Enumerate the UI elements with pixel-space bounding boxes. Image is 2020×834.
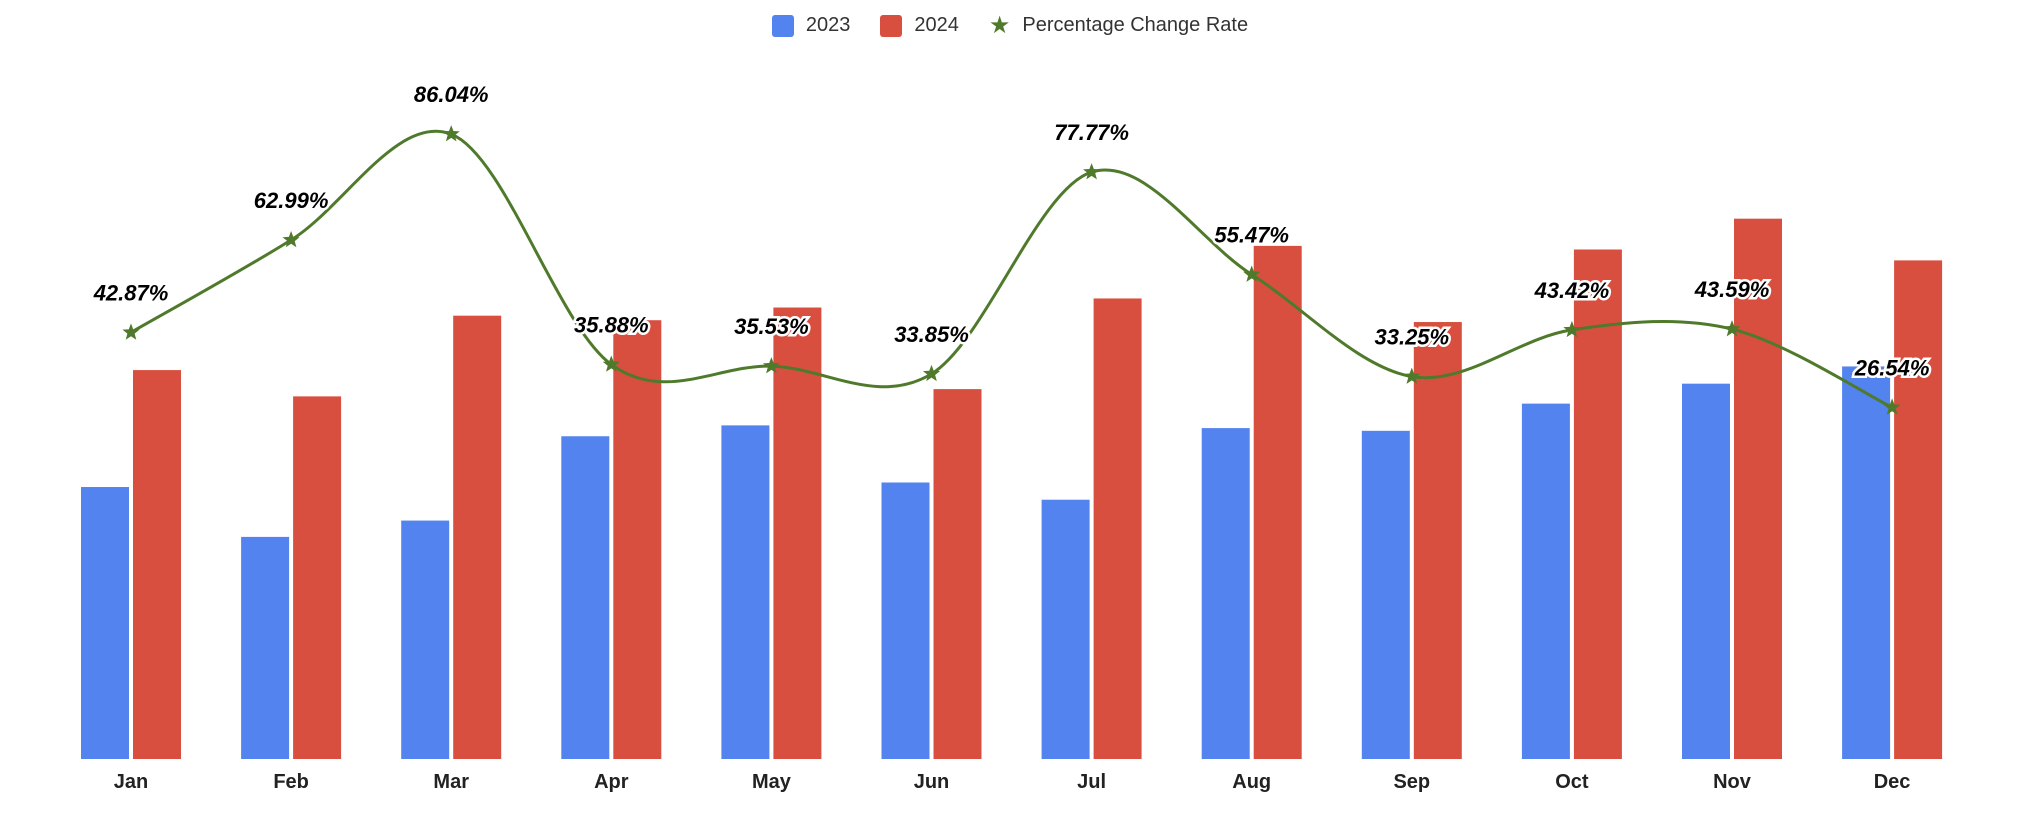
x-tick-label-oct: Oct (1555, 771, 1589, 793)
bar-series-2024 (133, 218, 1943, 759)
rate-marker-mar[interactable] (442, 125, 460, 142)
rate-marker-jun[interactable] (922, 364, 941, 382)
rate-marker-aug[interactable] (1243, 265, 1261, 282)
percentage-change-rate-markers (122, 125, 1901, 415)
legend-item-2023[interactable]: 2023 (771, 14, 851, 37)
bar-2023-sep[interactable] (1361, 430, 1410, 759)
rate-label-nov: 43.59% (1694, 277, 1770, 302)
bar-2023-oct[interactable] (1521, 403, 1570, 759)
bar-2024-dec[interactable] (1894, 260, 1943, 759)
bar-2024-mar[interactable] (453, 315, 502, 759)
rate-marker-oct[interactable] (1563, 320, 1581, 338)
rate-marker-dec[interactable] (1883, 398, 1901, 415)
rate-label-apr: 35.88% (574, 313, 649, 338)
rate-marker-may[interactable] (762, 357, 780, 374)
rate-label-jul: 77.77% (1054, 120, 1129, 145)
legend-swatch-2024 (880, 14, 903, 37)
percentage-change-rate-labels: 42.87% 62.99% 86.04% 35.88% 35.53% 33.85% 77.7… (90, 80, 1932, 383)
rate-label-aug: 55.47% (1214, 223, 1289, 248)
rate-label-mar: 86.04% (414, 82, 489, 107)
bar-2023-may[interactable] (721, 425, 770, 759)
x-tick-label-sep: Sep (1393, 771, 1430, 793)
rate-label-may: 35.53% (734, 314, 809, 339)
bar-2023-dec[interactable] (1842, 366, 1891, 759)
bar-2023-apr[interactable] (561, 436, 610, 759)
bar-2023-aug[interactable] (1201, 428, 1250, 759)
bar-2023-jul[interactable] (1041, 499, 1090, 759)
legend-item-2024[interactable]: 2024 (880, 14, 959, 37)
rate-marker-jul[interactable] (1083, 163, 1101, 180)
bar-2024-feb[interactable] (293, 396, 342, 759)
rate-label-jan: 42.87% (93, 280, 169, 305)
star-icon: ★ (988, 11, 1011, 39)
rate-marker-jan[interactable] (122, 323, 140, 340)
bar-2023-mar[interactable] (401, 520, 450, 759)
x-tick-label-jul: Jul (1077, 771, 1106, 793)
legend-label-2024: 2024 (914, 14, 959, 36)
bar-2024-jan[interactable] (133, 370, 181, 759)
legend-swatch-2023 (771, 14, 794, 37)
bar-2024-may[interactable] (773, 307, 822, 759)
x-tick-label-aug: Aug (1232, 771, 1271, 793)
rate-marker-apr[interactable] (602, 355, 620, 372)
percentage-change-rate-line (130, 129, 1893, 409)
rate-marker-nov[interactable] (1723, 320, 1741, 337)
x-tick-label-feb: Feb (273, 771, 309, 793)
bar-2024-sep[interactable] (1413, 322, 1462, 759)
x-tick-label-dec: Dec (1874, 771, 1911, 793)
bar-2023-jan[interactable] (81, 487, 129, 759)
bar-2024-oct[interactable] (1573, 249, 1622, 759)
legend-label-2023: 2023 (805, 14, 851, 36)
legend-item-percentage-change-rate[interactable]: ★ Percentage Change Rate (988, 11, 1249, 39)
bar-2024-aug[interactable] (1253, 245, 1302, 759)
x-tick-label-mar: Mar (433, 771, 469, 793)
x-tick-label-jan: Jan (114, 771, 148, 793)
rate-label-oct: 43.42% (1534, 278, 1610, 303)
rate-marker-feb[interactable] (282, 231, 300, 248)
x-tick-label-jun: Jun (914, 771, 950, 793)
x-tick-label-may: May (752, 771, 792, 793)
rate-label-jun: 33.85% (894, 322, 969, 347)
bar-2024-nov[interactable] (1734, 218, 1782, 759)
bar-2023-feb[interactable] (241, 536, 290, 759)
rate-label-sep: 33.25% (1374, 325, 1449, 350)
legend: 2023 2024 ★ Percentage Change Rate (0, 11, 2020, 39)
rate-marker-sep[interactable] (1403, 367, 1421, 384)
bar-2023-jun[interactable] (881, 482, 930, 759)
x-tick-label-nov: Nov (1713, 771, 1752, 793)
bar-2024-jun[interactable] (933, 389, 982, 759)
legend-label-percentage-change-rate: Percentage Change Rate (1022, 14, 1249, 36)
rate-label-feb: 62.99% (254, 188, 329, 213)
bar-2023-nov[interactable] (1682, 383, 1730, 759)
rate-label-dec: 26.54% (1854, 355, 1930, 380)
bar-2024-jul[interactable] (1093, 298, 1142, 759)
x-tick-label-apr: Apr (594, 771, 629, 793)
bar-series-2023 (81, 366, 1891, 759)
x-axis: Jan Feb Mar Apr May Jun Jul Aug Sep Oct Nov Dec (114, 771, 1911, 793)
bar-2024-apr[interactable] (613, 320, 662, 759)
